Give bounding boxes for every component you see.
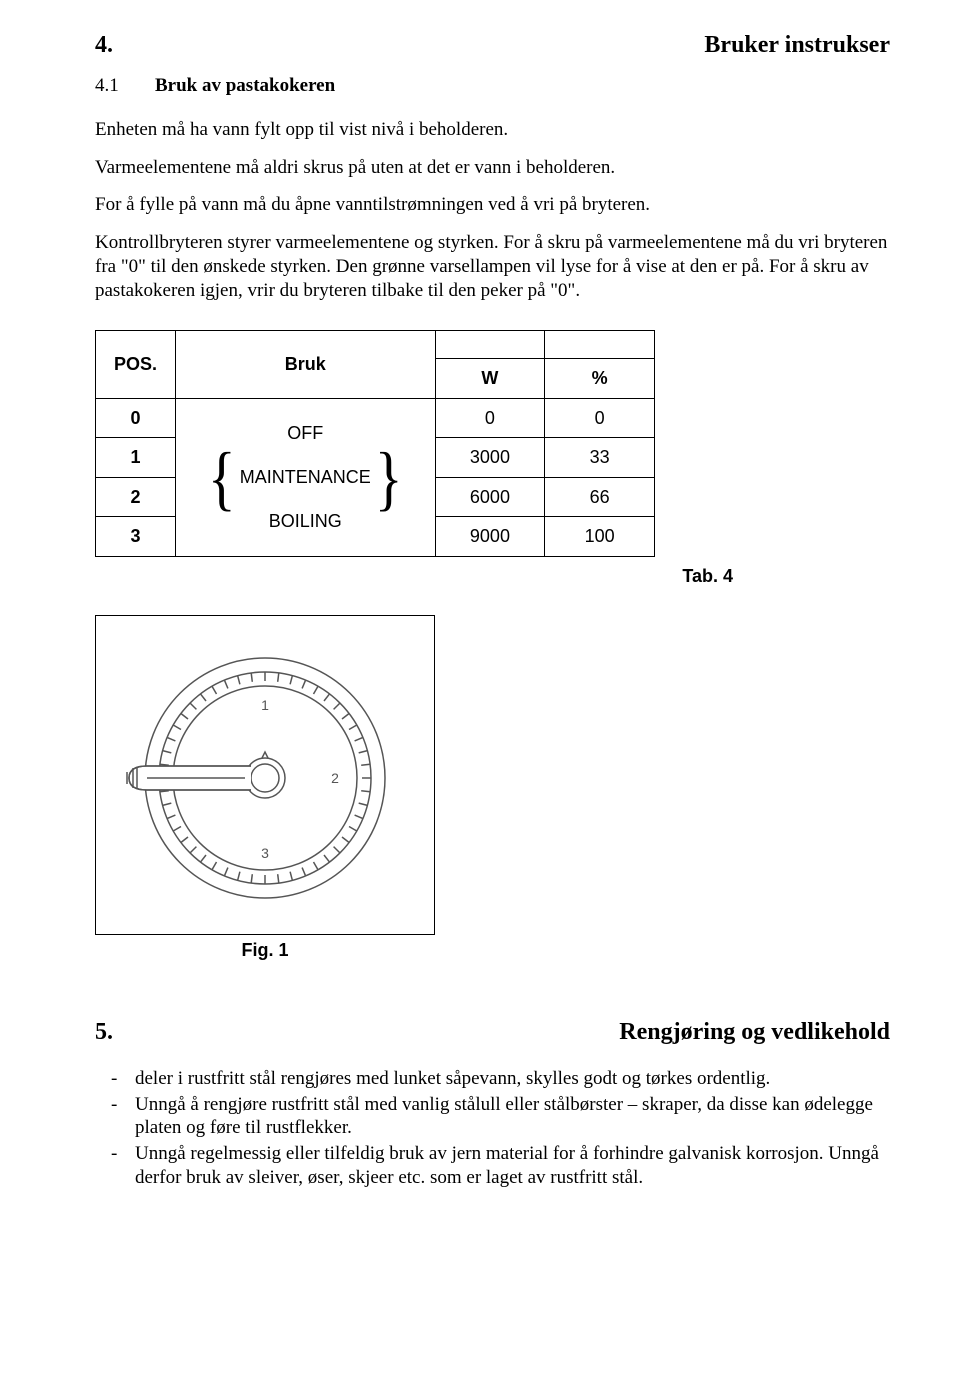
th-pct: % (545, 359, 655, 399)
section-5-heading: 5. Rengjøring og vedlikehold (95, 1017, 890, 1047)
figure-caption: Fig. 1 (95, 939, 435, 962)
pos-table: POS. Bruk W % 0 OFF { MAINTENANCE } BOIL… (95, 330, 655, 557)
section-4-title: Bruker instrukser (704, 30, 890, 60)
paragraph-1: Enheten må ha vann fylt opp til vist niv… (95, 118, 890, 142)
th-blank-w (435, 331, 545, 359)
list-item: deler i rustfritt stål rengjøres med lun… (135, 1067, 890, 1091)
th-blank-pct (545, 331, 655, 359)
th-pos: POS. (96, 331, 176, 399)
th-bruk: Bruk (175, 331, 435, 399)
th-w: W (435, 359, 545, 399)
list-item: Unngå å rengjøre rustfritt stål med vanl… (135, 1093, 890, 1141)
bruk-maint-label: MAINTENANCE (240, 466, 371, 489)
table-row: 0 OFF { MAINTENANCE } BOILING 0 0 (96, 398, 655, 438)
cell-w: 3000 (435, 438, 545, 478)
paragraph-3: For å fylle på vann må du åpne vanntilst… (95, 193, 890, 217)
section-4-1-number: 4.1 (95, 74, 155, 98)
paragraph-4: Kontrollbryteren styrer varmeelementene … (95, 231, 890, 302)
list-item: Unngå regelmessig eller tilfeldig bruk a… (135, 1142, 890, 1190)
cell-w: 0 (435, 398, 545, 438)
cell-pct: 33 (545, 438, 655, 478)
bruk-maintenance: { MAINTENANCE } (176, 453, 435, 502)
right-brace-icon: } (375, 459, 403, 495)
dial-illustration: 1 2 3 (115, 630, 415, 920)
cell-pos: 0 (96, 398, 176, 438)
figure-1-wrap: 1 2 3 (95, 615, 890, 962)
section-4-1-title: Bruk av pastakokeren (155, 74, 335, 98)
section-5-number: 5. (95, 1017, 113, 1047)
section-5-title: Rengjøring og vedlikehold (619, 1017, 890, 1047)
section-4-number: 4. (95, 30, 113, 60)
table-caption: Tab. 4 (95, 565, 733, 588)
figure-1-box: 1 2 3 (95, 615, 435, 935)
cell-pos: 1 (96, 438, 176, 478)
cell-pos: 2 (96, 477, 176, 517)
paragraph-2: Varmeelementene må aldri skrus på uten a… (95, 156, 890, 180)
cell-w: 6000 (435, 477, 545, 517)
section-4-1-heading: 4.1 Bruk av pastakokeren (95, 74, 890, 98)
pos-table-wrap: POS. Bruk W % 0 OFF { MAINTENANCE } BOIL… (95, 330, 890, 557)
cell-bruk: OFF { MAINTENANCE } BOILING (175, 398, 435, 556)
cell-pct: 100 (545, 517, 655, 557)
svg-text:1: 1 (261, 697, 269, 713)
cell-pos: 3 (96, 517, 176, 557)
cell-w: 9000 (435, 517, 545, 557)
section-4-heading: 4. Bruker instrukser (95, 30, 890, 60)
left-brace-icon: { (208, 459, 236, 495)
cell-pct: 0 (545, 398, 655, 438)
cell-pct: 66 (545, 477, 655, 517)
svg-text:3: 3 (261, 845, 269, 861)
section-5-list: deler i rustfritt stål rengjøres med lun… (95, 1067, 890, 1190)
svg-text:2: 2 (331, 770, 339, 786)
